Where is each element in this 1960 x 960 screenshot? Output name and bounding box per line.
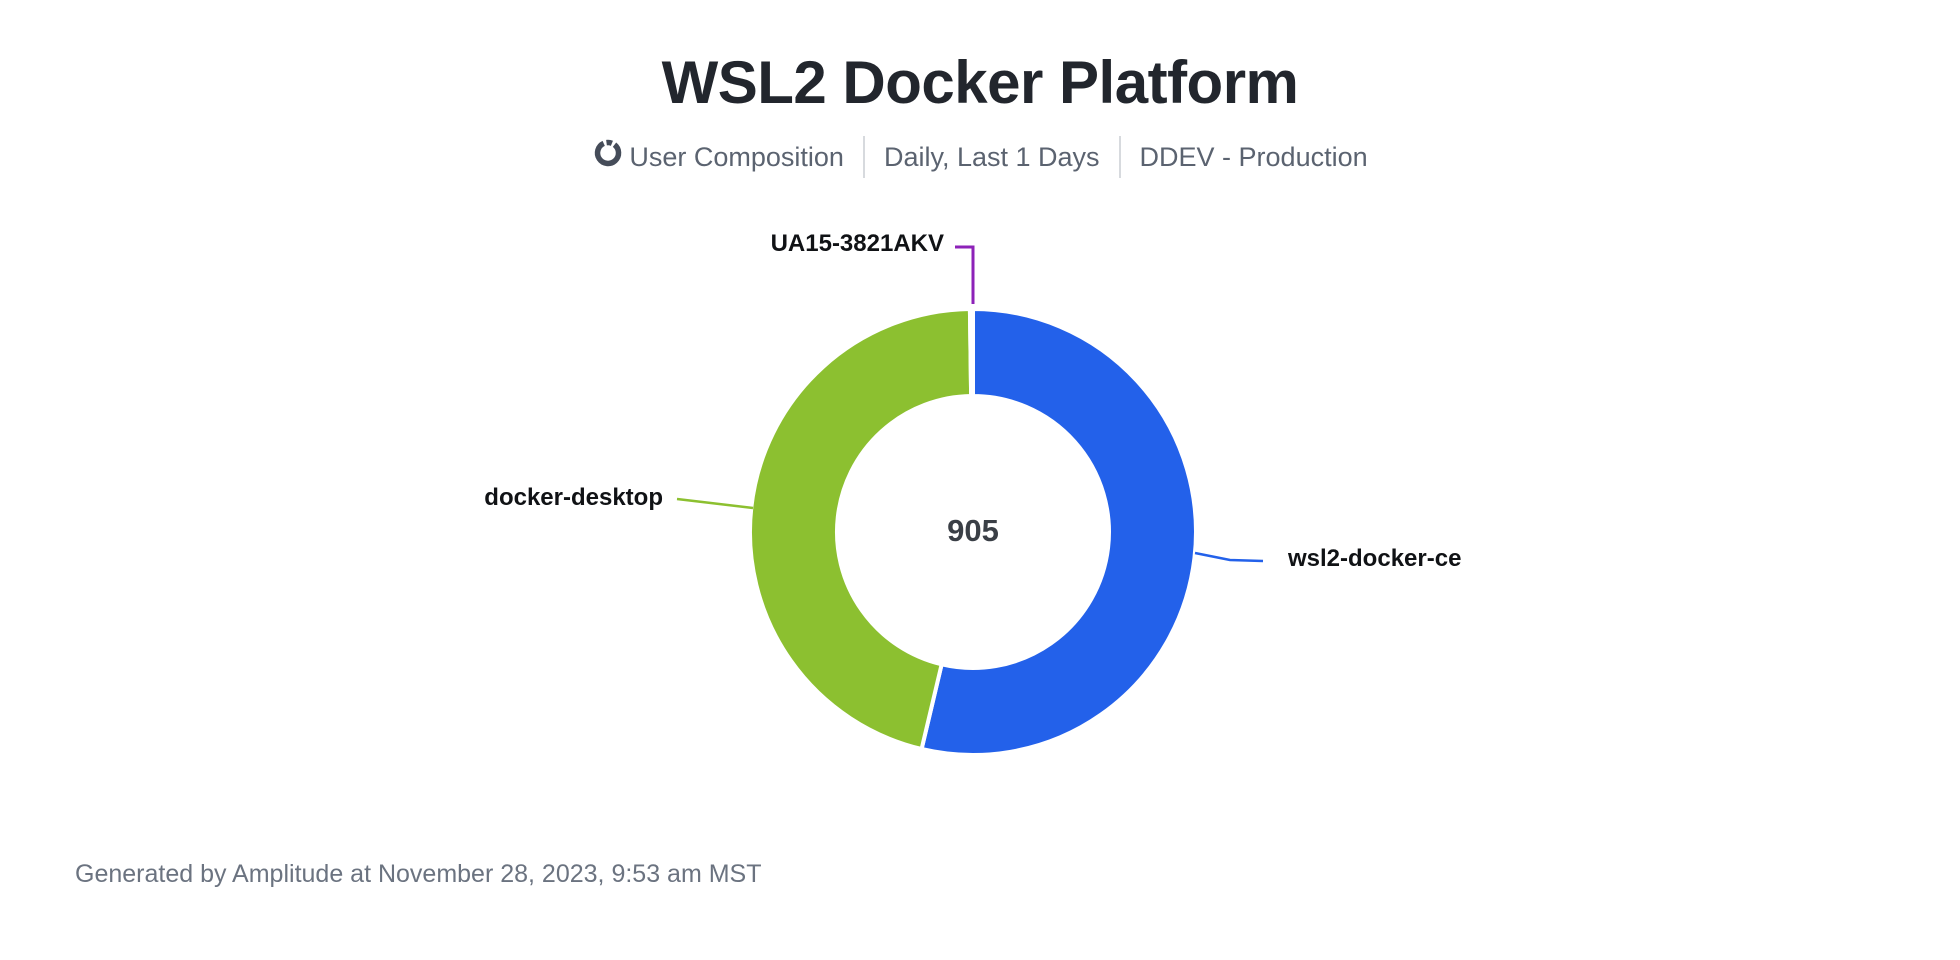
slice-UA15-3821AKV[interactable]	[967, 306, 975, 399]
subtitle-separator	[862, 136, 865, 178]
page-title: WSL2 Docker Platform	[661, 49, 1299, 116]
callout-label-docker-desktop: docker-desktop	[484, 484, 663, 511]
slice-docker-desktop[interactable]	[747, 307, 974, 751]
leader-line-wsl2-docker-ce	[1194, 551, 1264, 563]
footer-attribution: Generated by Amplitude at November 28, 2…	[75, 860, 762, 888]
callout-label-ua15-3821akv: UA15-3821AKV	[770, 230, 944, 257]
chart-subtitle-row: User Composition Daily, Last 1 Days DDEV…	[0, 136, 1960, 178]
total-users-value: 905	[947, 513, 999, 548]
project-label: DDEV - Production	[1139, 141, 1368, 172]
subtitle-separator	[1118, 136, 1121, 178]
leader-line-docker-desktop	[676, 497, 754, 510]
chart-type-item: User Composition	[592, 137, 844, 176]
callout-label-wsl2-docker-ce: wsl2-docker-ce	[1288, 545, 1462, 572]
slice-wsl2-docker-ce[interactable]	[919, 307, 1198, 757]
chart-type-label: User Composition	[629, 141, 844, 172]
chart-header: WSL2 Docker Platform User Composition Da…	[0, 50, 1960, 178]
donut-chart-icon	[592, 137, 624, 176]
date-range-label: Daily, Last 1 Days	[883, 141, 1100, 172]
leader-line-UA15-3821AKV	[955, 245, 975, 304]
